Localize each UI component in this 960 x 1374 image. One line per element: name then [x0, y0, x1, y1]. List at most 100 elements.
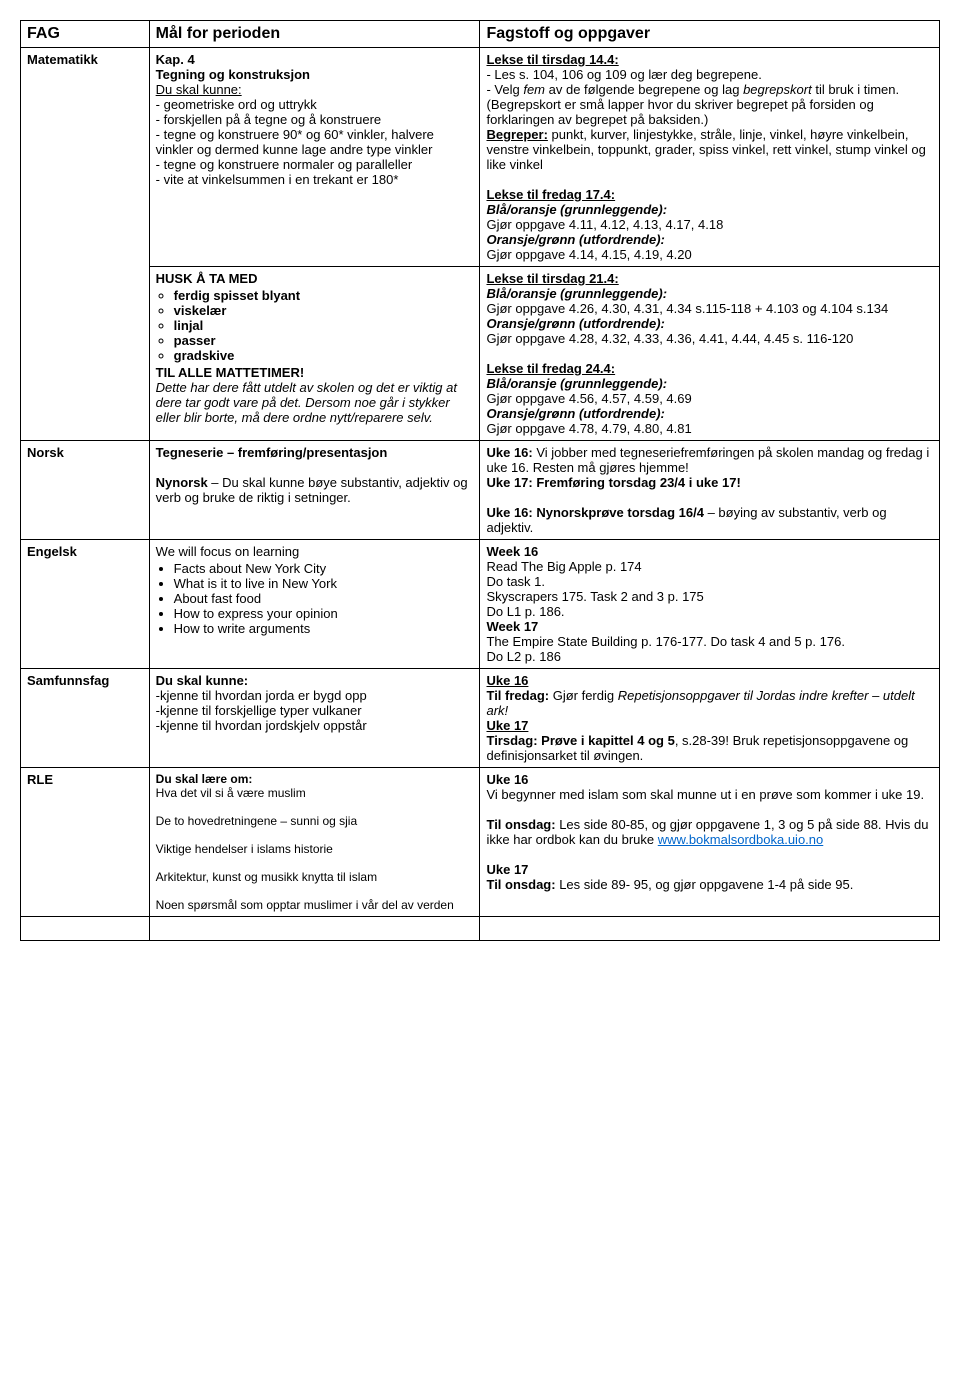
matematikk-row-2: HUSK Å TA MED ferdig spisset blyant visk… [21, 267, 940, 441]
su16: Uke 16 [486, 673, 528, 688]
ew17a: The Empire State Building p. 176-177. Do… [486, 634, 933, 649]
empty-cell [480, 917, 940, 941]
nt1: Tegneserie – fremføring/presentasjon [156, 445, 474, 460]
sp2: -kjenne til forskjellige typer vulkaner [156, 703, 474, 718]
matematikk-fag-2: Lekse til tirsdag 21.4: Blå/oransje (gru… [480, 267, 940, 441]
nr16: Uke 16: Vi jobber med tegneseriefremføri… [486, 445, 933, 475]
mp1: - geometriske ord og uttrykk [156, 97, 474, 112]
matematikk-mal-2: HUSK Å TA MED ferdig spisset blyant visk… [149, 267, 480, 441]
bo2: Gjør oppgave 4.26, 4.30, 4.31, 4.34 s.11… [486, 301, 933, 316]
sdsk: Du skal kunne: [156, 673, 474, 688]
engelsk-list: Facts about New York City What is it to … [174, 561, 474, 636]
rp1: Hva det vil si å være muslim [156, 786, 474, 800]
curriculum-table: FAG Mål for perioden Fagstoff og oppgave… [20, 20, 940, 941]
subject-label: Matematikk [27, 52, 98, 67]
mp3: - tegne og konstruere 90* og 60* vinkler… [156, 127, 474, 157]
org3: Oransje/grønn (utfordrende): [486, 406, 933, 421]
mp5: - vite at vinkelsummen i en trekant er 1… [156, 172, 474, 187]
bo3: Gjør oppgave 4.56, 4.57, 4.59, 4.69 [486, 391, 933, 406]
matematikk-row: Matematikk Kap. 4 Tegning og konstruksjo… [21, 48, 940, 267]
mr1: - Les s. 104, 106 og 109 og lær deg begr… [486, 67, 933, 82]
engelsk-label-cell: Engelsk [21, 540, 150, 669]
rr1: Vi begynner med islam som skal munne ut … [486, 787, 933, 802]
subject-label: Engelsk [27, 544, 77, 559]
samfunn-fag: Uke 16 Til fredag: Gjør ferdig Repetisjo… [480, 669, 940, 768]
ew17b: Do L2 p. 186 [486, 649, 933, 664]
sp3: -kjenne til hvordan jordskjelv oppstår [156, 718, 474, 733]
eintro: We will focus on learning [156, 544, 474, 559]
org2: Oransje/grønn (utfordrende): [486, 316, 933, 331]
husk: HUSK Å TA MED [156, 271, 474, 286]
matematikk-mal-1: Kap. 4 Tegning og konstruksjon Du skal k… [149, 48, 480, 267]
lf1: Lekse til fredag 17.4: [486, 187, 615, 202]
ru17: Uke 17 [486, 862, 933, 877]
nr17: Uke 17: Fremføring torsdag 23/4 i uke 17… [486, 475, 933, 490]
rto2: Til onsdag: Les side 89- 95, og gjør opp… [486, 877, 933, 892]
rp4: Arkitektur, kunst og musikk knytta til i… [156, 870, 474, 884]
rp3: Viktige hendelser i islams historie [156, 842, 474, 856]
lt1: Lekse til tirsdag 14.4: [486, 52, 618, 67]
mital: Dette har dere fått utdelt av skolen og … [156, 380, 474, 425]
header-fag: FAG [21, 21, 150, 48]
sp1: -kjenne til hvordan jorda er bygd opp [156, 688, 474, 703]
rle-fag: Uke 16 Vi begynner med islam som skal mu… [480, 768, 940, 917]
ew16a: Read The Big Apple p. 174 [486, 559, 933, 574]
stirs: Tirsdag: Prøve i kapittel 4 og 5, s.28-3… [486, 733, 933, 763]
til: TIL ALLE MATTETIMER! [156, 365, 474, 380]
eb5: How to write arguments [174, 621, 474, 636]
blo2: Blå/oransje (grunnleggende): [486, 286, 933, 301]
begreper: Begreper: punkt, kurver, linjestykke, st… [486, 127, 933, 172]
mp2: - forskjellen på å tegne og å konstruere [156, 112, 474, 127]
ew16b: Do task 1. [486, 574, 933, 589]
rp2: De to hovedretningene – sunni og sjia [156, 814, 474, 828]
rdsl: Du skal lære om: [156, 772, 474, 786]
empty-cell [149, 917, 480, 941]
nr16c: Uke 16: Nynorskprøve torsdag 16/4 – bøyi… [486, 505, 933, 535]
org1: Oransje/grønn (utfordrende): [486, 232, 933, 247]
blo3: Blå/oransje (grunnleggende): [486, 376, 933, 391]
nt2: Nynorsk – Du skal kunne bøye substantiv,… [156, 475, 474, 505]
mp4: - tegne og konstruere normaler og parall… [156, 157, 474, 172]
dsk: Du skal kunne: [156, 82, 242, 97]
ew16c: Skyscrapers 175. Task 2 and 3 p. 175 [486, 589, 933, 604]
empty-cell [21, 917, 150, 941]
subject-label: RLE [27, 772, 53, 787]
og1: Gjør oppgave 4.14, 4.15, 4.19, 4.20 [486, 247, 933, 262]
ordbok-link[interactable]: www.bokmalsordboka.uio.no [658, 832, 823, 847]
engelsk-fag: Week 16 Read The Big Apple p. 174 Do tas… [480, 540, 940, 669]
norsk-label-cell: Norsk [21, 441, 150, 540]
norsk-row: Norsk Tegneserie – fremføring/presentasj… [21, 441, 940, 540]
husk-list: ferdig spisset blyant viskelær linjal pa… [174, 288, 474, 363]
h1: ferdig spisset blyant [174, 288, 474, 303]
blo1: Blå/oransje (grunnleggende): [486, 202, 933, 217]
ew17: Week 17 [486, 619, 933, 634]
h5: gradskive [174, 348, 474, 363]
samfunn-mal: Du skal kunne: -kjenne til hvordan jorda… [149, 669, 480, 768]
header-row: FAG Mål for perioden Fagstoff og oppgave… [21, 21, 940, 48]
empty-row [21, 917, 940, 941]
lf2: Lekse til fredag 24.4: [486, 361, 615, 376]
eb1: Facts about New York City [174, 561, 474, 576]
eb3: About fast food [174, 591, 474, 606]
rle-label-cell: RLE [21, 768, 150, 917]
kap: Kap. 4 [156, 52, 474, 67]
norsk-fag: Uke 16: Vi jobber med tegneseriefremføri… [480, 441, 940, 540]
engelsk-mal: We will focus on learning Facts about Ne… [149, 540, 480, 669]
rle-row: RLE Du skal lære om: Hva det vil si å væ… [21, 768, 940, 917]
mr2: - Velg fem av de følgende begrepene og l… [486, 82, 933, 127]
bo1: Gjør oppgave 4.11, 4.12, 4.13, 4.17, 4.1… [486, 217, 933, 232]
header-fagstoff: Fagstoff og oppgaver [480, 21, 940, 48]
samfunn-label-cell: Samfunnsfag [21, 669, 150, 768]
ew16: Week 16 [486, 544, 933, 559]
ru16: Uke 16 [486, 772, 933, 787]
lt2: Lekse til tirsdag 21.4: [486, 271, 618, 286]
matematikk-label: Matematikk [21, 48, 150, 441]
samfunnsfag-row: Samfunnsfag Du skal kunne: -kjenne til h… [21, 669, 940, 768]
header-mal: Mål for perioden [149, 21, 480, 48]
matematikk-fag-1: Lekse til tirsdag 14.4: - Les s. 104, 10… [480, 48, 940, 267]
h2: viskelær [174, 303, 474, 318]
rp5: Noen spørsmål som opptar muslimer i vår … [156, 898, 474, 912]
mtitle: Tegning og konstruksjon [156, 67, 474, 82]
subject-label: Samfunnsfag [27, 673, 109, 688]
norsk-mal: Tegneserie – fremføring/presentasjon Nyn… [149, 441, 480, 540]
